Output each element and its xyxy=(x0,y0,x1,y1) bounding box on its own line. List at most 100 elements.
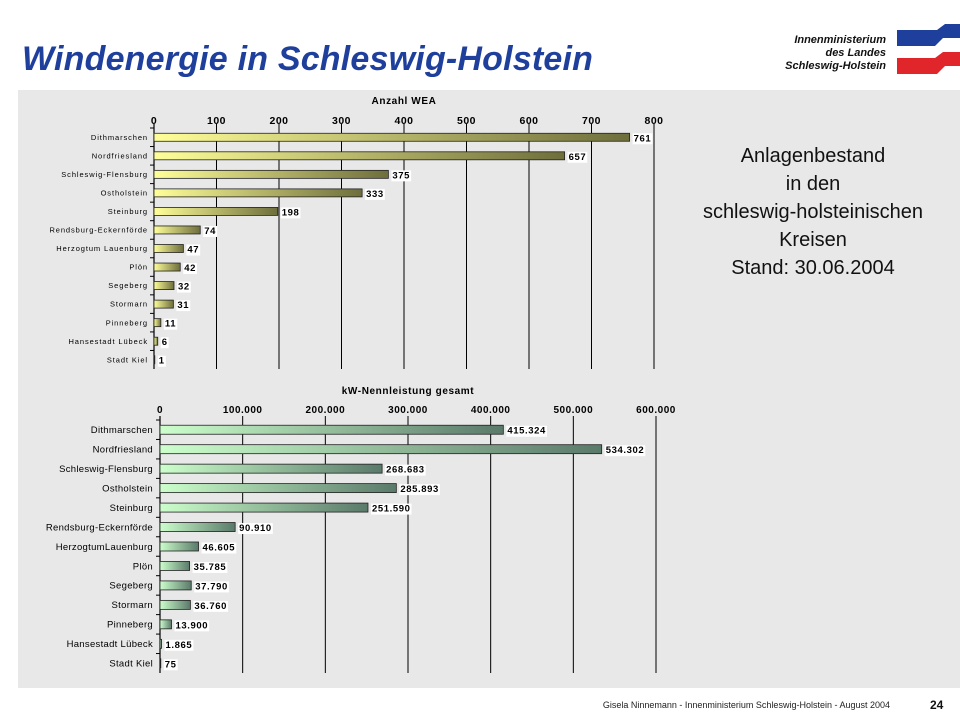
data-label: 1 xyxy=(159,356,165,367)
category-label: Plön xyxy=(133,561,153,572)
bar xyxy=(153,188,363,198)
data-label: 32 xyxy=(178,282,190,293)
data-label-background xyxy=(176,300,191,312)
tick-label: 200.000 xyxy=(306,405,346,416)
category-label: Plön xyxy=(129,263,148,272)
bar xyxy=(159,424,504,435)
data-label-background xyxy=(370,503,412,515)
logo-red-stripe xyxy=(897,52,960,74)
bar xyxy=(153,169,389,179)
category-label: Stormarn xyxy=(112,600,153,611)
category-label: Herzogtum Lauenburg xyxy=(56,244,148,253)
data-label: 375 xyxy=(392,170,410,181)
page-number: 24 xyxy=(930,698,944,712)
category-label: Pinneberg xyxy=(107,620,153,631)
data-label-background xyxy=(186,244,201,256)
bar xyxy=(153,132,631,142)
tick-label: 500.000 xyxy=(554,405,594,416)
category-label: Schleswig-Flensburg xyxy=(59,464,153,475)
data-label: 415.324 xyxy=(507,426,546,437)
category-label: Segeberg xyxy=(109,581,153,592)
state-flag-logo xyxy=(897,24,960,74)
data-label: 35.785 xyxy=(194,562,227,573)
data-label: 90.910 xyxy=(239,523,272,534)
category-label: Ostholstein xyxy=(101,189,148,198)
logo-blue-stripe xyxy=(897,24,960,46)
data-label: 761 xyxy=(634,133,652,144)
data-label-background xyxy=(201,542,237,554)
data-label: 657 xyxy=(569,152,587,163)
data-label-background xyxy=(174,620,210,632)
category-label: Stadt Kiel xyxy=(109,659,153,670)
category-label: HerzogtumLauenburg xyxy=(56,542,153,553)
data-label: 333 xyxy=(366,189,384,200)
data-label: 11 xyxy=(165,319,176,330)
data-label: 534.302 xyxy=(606,445,645,456)
bar xyxy=(159,638,162,649)
data-label: 6 xyxy=(162,337,168,348)
tick-label: 100 xyxy=(207,115,226,127)
category-label: Rendsburg-Eckernförde xyxy=(46,522,153,533)
bar xyxy=(159,599,191,610)
data-label: 251.590 xyxy=(372,504,411,515)
bar xyxy=(153,318,162,328)
tick-label: 600.000 xyxy=(636,405,676,416)
data-label-background xyxy=(203,225,218,237)
tick-label: 200 xyxy=(269,115,288,127)
data-label-background xyxy=(193,600,229,612)
bar xyxy=(159,561,190,571)
category-label: Steinburg xyxy=(108,207,148,216)
bar xyxy=(159,463,383,474)
data-label: 36.760 xyxy=(194,601,227,612)
category-label: Stadt Kiel xyxy=(107,355,148,364)
chart-1: Anzahl WEA 0 100 200 300 400 500 600 700 800 Dithm… xyxy=(49,96,663,369)
data-label-background xyxy=(194,581,229,593)
data-label: 268.683 xyxy=(386,465,425,476)
data-label-background xyxy=(506,425,547,437)
category-label: Nordfriesland xyxy=(93,445,153,456)
description-line-1: Anlagenbestand xyxy=(740,145,886,167)
data-label-background xyxy=(163,659,178,671)
data-label-background xyxy=(157,355,166,367)
data-label-background xyxy=(160,337,169,349)
ministry-line-1: Innenministerium xyxy=(794,34,886,46)
description-line-4: Kreisen xyxy=(779,229,847,251)
category-label: Ostholstein xyxy=(102,483,153,494)
data-label: 37.790 xyxy=(195,581,228,592)
category-label: Pinneberg xyxy=(106,318,148,327)
description-line-3: schleswig-holsteinischen xyxy=(702,201,924,223)
ministry-line-2: des Landes xyxy=(825,47,886,59)
data-label: 74 xyxy=(204,226,216,237)
tick-label: 0 xyxy=(151,115,157,127)
data-label-background xyxy=(183,263,198,275)
data-label-background xyxy=(567,151,588,163)
category-label: Dithmarschen xyxy=(91,133,148,142)
bar xyxy=(153,336,159,346)
tick-label: 400 xyxy=(394,115,413,127)
category-label: Segeberg xyxy=(108,281,148,290)
category-label: Steinburg xyxy=(110,503,153,514)
bar xyxy=(153,207,279,216)
bar xyxy=(159,541,199,552)
bar xyxy=(159,483,397,494)
data-label: 75 xyxy=(165,659,177,670)
bar xyxy=(153,244,184,253)
bar xyxy=(153,151,566,161)
bar xyxy=(159,658,162,669)
bar xyxy=(153,281,175,290)
chart-description: Anlagenbestand in den schleswig-holstein… xyxy=(672,142,954,282)
data-label-background xyxy=(238,523,273,535)
data-label: 42 xyxy=(184,263,196,274)
data-label-background xyxy=(163,318,178,330)
category-label: Schleswig-Flensburg xyxy=(61,170,148,179)
footer-text: Gisela Ninnemann - Innenministerium Schl… xyxy=(602,700,890,710)
data-label: 46.605 xyxy=(203,543,236,554)
data-label-background xyxy=(280,207,301,219)
tick-label: 100.000 xyxy=(223,405,263,416)
data-label: 285.893 xyxy=(400,484,439,495)
data-label: 47 xyxy=(187,245,199,256)
bar xyxy=(159,502,369,513)
bar xyxy=(159,522,236,532)
data-label-background xyxy=(399,484,440,496)
category-label: Nordfriesland xyxy=(92,151,148,160)
